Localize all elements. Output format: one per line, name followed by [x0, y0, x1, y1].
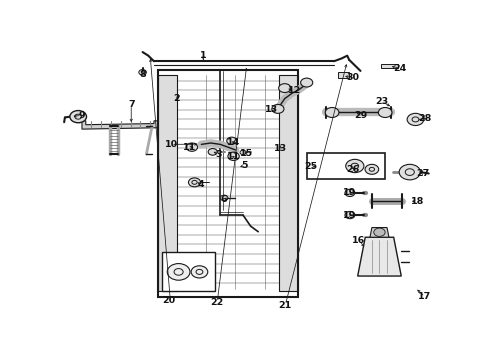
Circle shape [226, 137, 236, 144]
Circle shape [398, 164, 420, 180]
Text: 11: 11 [183, 143, 196, 152]
Polygon shape [369, 228, 388, 237]
Bar [158, 75, 176, 291]
Text: 22: 22 [209, 298, 223, 307]
Text: 30: 30 [346, 73, 359, 82]
Text: 5: 5 [241, 161, 248, 170]
Text: 19: 19 [342, 211, 355, 220]
Circle shape [191, 266, 207, 278]
Text: 15: 15 [240, 149, 253, 158]
Text: 21: 21 [278, 301, 291, 310]
Text: 11: 11 [226, 152, 240, 161]
Circle shape [278, 84, 290, 93]
Text: 3: 3 [215, 150, 221, 158]
Circle shape [407, 113, 423, 126]
Polygon shape [337, 72, 348, 78]
Text: 29: 29 [353, 111, 366, 120]
Text: 12: 12 [287, 86, 300, 95]
Circle shape [188, 178, 200, 187]
Text: 26: 26 [346, 165, 359, 174]
Bar [158, 69, 297, 297]
Text: 13: 13 [264, 105, 278, 114]
Text: 8: 8 [139, 70, 146, 79]
Circle shape [240, 150, 245, 155]
Circle shape [139, 69, 146, 75]
Text: 28: 28 [417, 113, 431, 122]
Circle shape [344, 189, 354, 197]
Circle shape [344, 211, 354, 219]
Bar [307, 153, 385, 179]
Text: 25: 25 [304, 162, 317, 171]
Circle shape [227, 152, 239, 161]
Text: 17: 17 [417, 292, 431, 301]
Text: 9: 9 [79, 111, 85, 120]
Text: 7: 7 [128, 100, 134, 109]
Polygon shape [381, 64, 398, 68]
Circle shape [365, 164, 378, 174]
Text: 16: 16 [351, 235, 365, 244]
Text: 20: 20 [162, 296, 175, 305]
Circle shape [167, 264, 189, 280]
Bar [279, 75, 297, 291]
Circle shape [70, 111, 86, 123]
Circle shape [271, 104, 284, 113]
Circle shape [300, 78, 312, 87]
Circle shape [373, 228, 385, 237]
Text: 27: 27 [416, 169, 429, 178]
Text: 24: 24 [393, 64, 406, 73]
Polygon shape [82, 121, 158, 129]
Circle shape [220, 195, 227, 201]
Circle shape [186, 143, 197, 151]
Circle shape [208, 149, 217, 155]
Text: 13: 13 [274, 144, 287, 153]
Circle shape [345, 159, 363, 173]
Text: 14: 14 [226, 139, 240, 148]
Text: 6: 6 [220, 195, 227, 204]
Text: 2: 2 [173, 94, 180, 103]
Circle shape [325, 108, 338, 117]
Text: 1: 1 [200, 51, 206, 60]
Text: 23: 23 [374, 97, 387, 106]
Text: 18: 18 [410, 197, 423, 206]
Bar [161, 252, 214, 291]
Polygon shape [357, 237, 401, 276]
Text: 10: 10 [164, 140, 177, 149]
Text: 4: 4 [198, 180, 204, 189]
Text: 19: 19 [342, 188, 355, 197]
Circle shape [378, 108, 391, 117]
